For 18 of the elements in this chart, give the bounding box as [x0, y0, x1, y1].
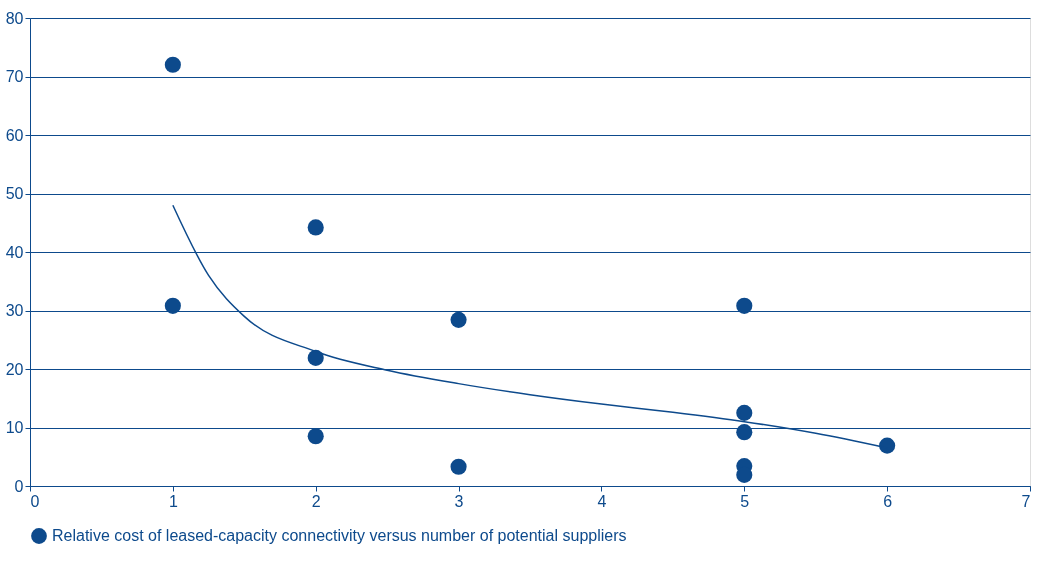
x-tick-label: 6 [883, 492, 893, 510]
y-tick-label: 20 [5, 360, 24, 378]
x-tick-label: 4 [597, 492, 607, 510]
y-tick-label: 40 [5, 243, 24, 261]
legend-label: Relative cost of leased-capacity connectivity versus number of potential suppliers [52, 527, 627, 544]
y-tick-label: 30 [5, 302, 24, 319]
x-tick-label: 3 [454, 492, 464, 510]
y-tick-label: 50 [5, 185, 24, 202]
x-tick-label: 0 [30, 492, 40, 510]
y-tick-label: 70 [5, 68, 24, 85]
x-tick-label: 2 [311, 492, 321, 510]
x-tick-label: 7 [1021, 492, 1031, 510]
x-tick-label: 5 [740, 492, 750, 510]
y-tick-label: 0 [14, 477, 24, 495]
y-tick-label: 10 [5, 419, 24, 436]
y-tick-label: 80 [5, 9, 24, 27]
x-tick-label: 1 [168, 492, 178, 510]
y-tick-label: 60 [5, 126, 24, 144]
